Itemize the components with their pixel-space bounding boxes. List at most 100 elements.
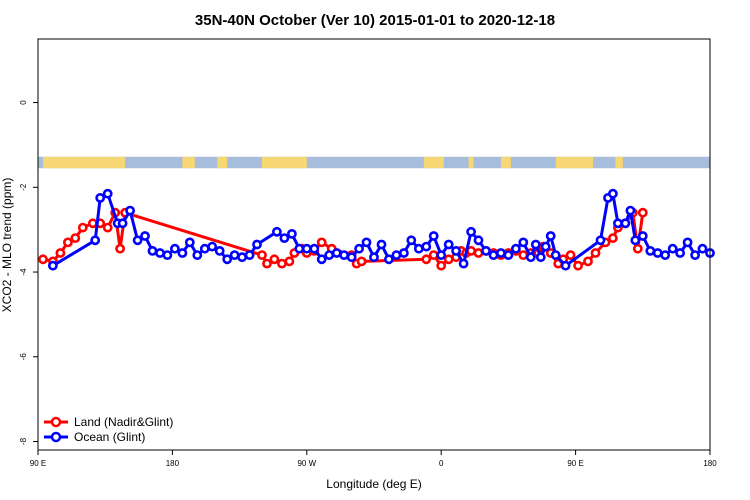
y-tick-label: -4	[19, 268, 28, 276]
data-point	[48, 260, 58, 271]
data-point	[324, 250, 335, 260]
data-point	[102, 188, 113, 199]
x-tick-label: 90 E	[30, 459, 46, 468]
data-point	[361, 237, 372, 248]
x-tick-label: 90 W	[297, 459, 316, 468]
data-point	[284, 256, 295, 267]
x-tick-label: 180	[703, 459, 717, 468]
data-point	[177, 248, 188, 258]
band-land-segment	[423, 156, 444, 169]
data-point	[511, 243, 521, 254]
data-point	[697, 243, 708, 254]
data-point	[339, 250, 349, 260]
data-point	[244, 250, 255, 260]
data-point	[428, 250, 439, 260]
data-point	[102, 222, 113, 233]
data-point	[346, 252, 357, 263]
data-point	[466, 226, 476, 237]
data-point	[590, 248, 601, 258]
series-layer	[38, 188, 715, 271]
data-point	[473, 248, 484, 258]
legend-swatch-ocean-marker	[50, 431, 62, 443]
data-point	[90, 235, 101, 246]
data-point	[383, 254, 394, 265]
series-land	[38, 207, 648, 271]
data-point	[481, 245, 491, 256]
y-tick-label: -8	[19, 437, 28, 445]
data-point	[613, 218, 623, 229]
y-axis-label: XCO2 - MLO trend (ppm)	[0, 178, 14, 313]
band-land-segment	[500, 156, 511, 169]
data-point	[169, 243, 180, 254]
data-point	[451, 245, 461, 256]
band-land-segment	[615, 156, 623, 169]
band-land-segment	[42, 156, 126, 169]
data-point	[38, 254, 48, 265]
data-point	[625, 205, 636, 216]
data-point	[652, 248, 663, 258]
data-point	[354, 243, 364, 254]
data-point	[237, 252, 247, 263]
data-point	[356, 256, 367, 267]
data-point	[95, 192, 106, 203]
legend-swatch-land-marker	[50, 416, 62, 428]
data-point	[495, 248, 506, 258]
data-point	[608, 188, 618, 199]
x-tick-label: 0	[439, 459, 444, 468]
data-point	[77, 222, 88, 233]
data-point	[192, 250, 203, 260]
data-point	[391, 250, 402, 260]
data-point	[421, 241, 432, 252]
data-point	[583, 256, 593, 267]
x-tick-label: 90 E	[567, 459, 583, 468]
data-point	[140, 231, 150, 241]
data-point	[530, 239, 541, 250]
data-point	[637, 231, 648, 241]
data-point	[252, 239, 262, 250]
legend-label-ocean: Ocean (Glint)	[74, 430, 145, 444]
data-point	[667, 243, 678, 254]
data-point	[309, 243, 320, 254]
data-point	[682, 237, 693, 248]
data-point	[63, 237, 73, 248]
data-point	[545, 231, 556, 241]
data-point	[316, 254, 327, 265]
band-ocean	[38, 156, 710, 169]
band-land-segment	[182, 156, 195, 169]
data-point	[55, 248, 66, 258]
data-point	[269, 254, 280, 265]
data-point	[413, 243, 424, 254]
data-point	[458, 258, 469, 269]
data-point	[573, 260, 583, 271]
data-point	[70, 233, 81, 243]
data-point	[436, 250, 447, 260]
data-point	[147, 245, 158, 256]
y-tick-label: -2	[19, 183, 28, 191]
data-point	[473, 235, 484, 246]
data-point	[632, 243, 643, 254]
data-point	[301, 243, 312, 254]
data-point	[406, 235, 417, 246]
data-point	[550, 250, 561, 260]
band-land-segment	[217, 156, 228, 169]
x-tick-label: 180	[166, 459, 180, 468]
data-point	[279, 233, 290, 243]
data-point	[184, 237, 195, 248]
data-point	[660, 250, 671, 260]
data-point	[294, 243, 305, 254]
data-point	[125, 205, 136, 216]
data-point	[271, 226, 282, 237]
data-point	[369, 252, 379, 263]
data-point	[518, 237, 529, 248]
plot-frame	[37, 38, 711, 451]
data-point	[595, 235, 606, 246]
data-point	[620, 218, 631, 229]
data-point	[229, 250, 240, 260]
data-point	[222, 254, 233, 265]
data-point	[207, 241, 218, 252]
data-point	[525, 252, 536, 263]
data-point	[428, 231, 439, 241]
data-point	[421, 254, 432, 265]
data-point	[637, 207, 648, 218]
